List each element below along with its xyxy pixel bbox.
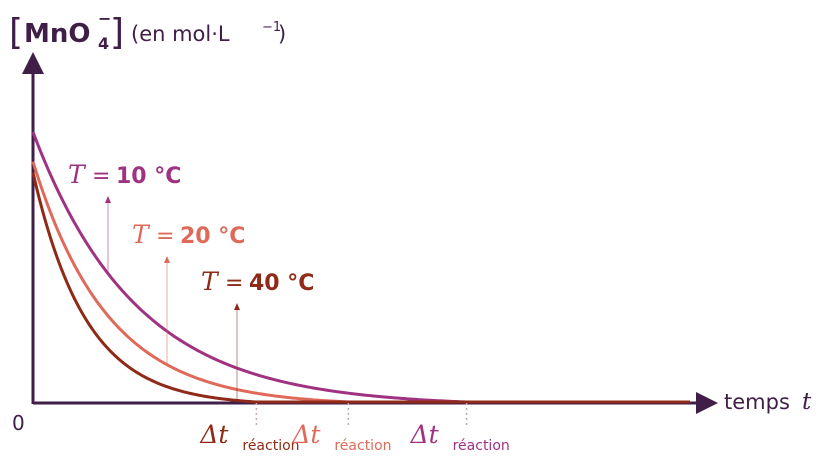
series-label-eq: = [225, 271, 243, 296]
series-label-value: 20 °C [180, 224, 245, 249]
x-axis-label: temps t [724, 389, 812, 415]
units-close: ) [278, 22, 286, 46]
x-axis-label-text: temps [724, 390, 790, 414]
series-label-value: 10 °C [116, 164, 181, 189]
series-label-var: T [68, 160, 87, 189]
bracket-right: ] [110, 12, 124, 53]
series-label-2: T = 20 °C [132, 220, 245, 249]
delta-label-symbol: Δt [199, 420, 229, 449]
origin-label: 0 [12, 411, 25, 435]
x-axis-label-var: t [802, 389, 812, 415]
delta-label-sub: réaction [242, 438, 299, 454]
series-line-3 [31, 172, 690, 404]
y-axis-label: [ MnO − 4 ] (en mol·L −1 ) [9, 9, 286, 53]
delta-label-3: Δt réaction [410, 420, 510, 454]
bracket-left: [ [9, 12, 23, 53]
series-line-2 [31, 161, 690, 404]
units-sup: −1 [262, 20, 281, 35]
formula-sup: − [98, 9, 111, 28]
x-axis-arrow [696, 392, 718, 414]
delta-label-sub: réaction [334, 438, 391, 454]
formula-sub: 4 [98, 34, 109, 53]
series-label-var: T [201, 267, 220, 296]
series-label-3: T = 40 °C [201, 267, 314, 296]
units-main: (en mol·L [131, 22, 230, 46]
series-label-value: 40 °C [249, 271, 314, 296]
delta-label-symbol: Δt [410, 420, 440, 449]
delta-label-1: Δt réaction [199, 420, 299, 454]
delta-label-symbol: Δt [291, 420, 321, 449]
series-label-var: T [132, 220, 151, 249]
series-pointer-arrow-3 [234, 303, 240, 310]
series-pointer-arrow-1 [105, 196, 111, 203]
delta-label-sub: réaction [453, 438, 510, 454]
y-axis-arrow [22, 52, 44, 74]
series-label-eq: = [92, 164, 110, 189]
series-label-eq: = [156, 224, 174, 249]
series-label-1: T = 10 °C [68, 160, 181, 189]
delta-label-2: Δt réaction [291, 420, 391, 454]
series-pointer-arrow-2 [164, 256, 170, 263]
formula-main: MnO [24, 19, 91, 49]
